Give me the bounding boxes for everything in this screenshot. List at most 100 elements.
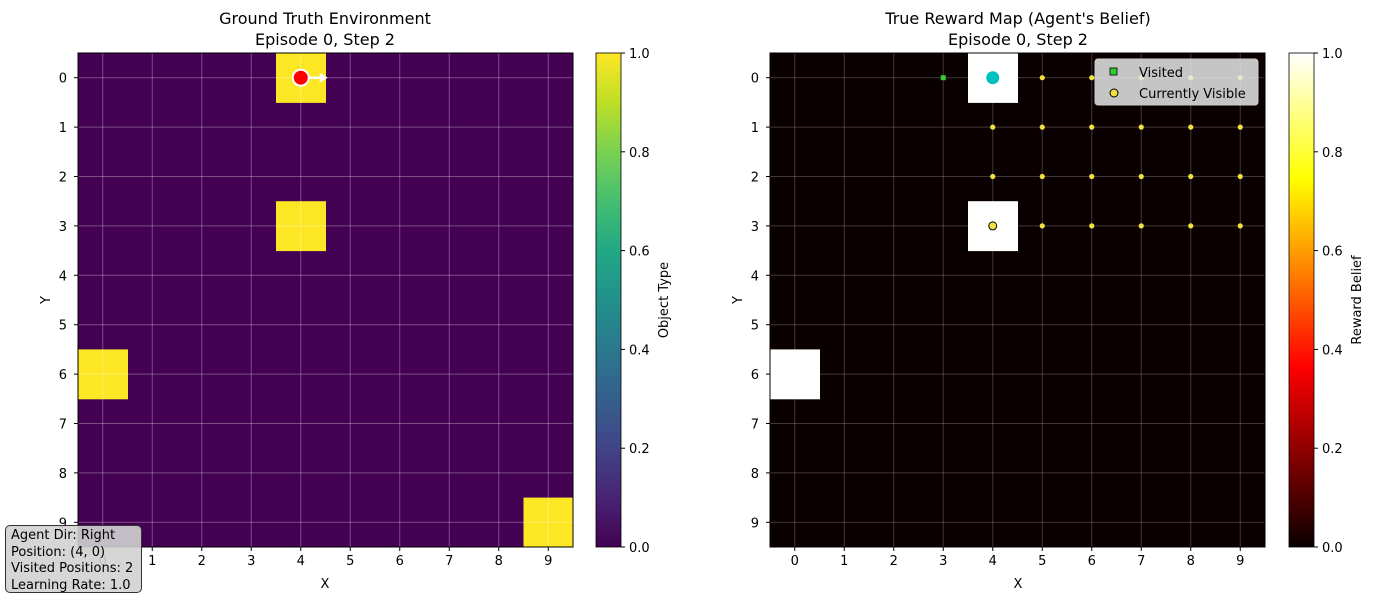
left-heatmap-background xyxy=(78,53,573,547)
left-plot: Ground Truth Environment Episode 0, Step… xyxy=(39,9,672,592)
left-cell-9-9 xyxy=(523,497,574,548)
right-visible-point-5-2 xyxy=(1039,173,1045,180)
legend-visible-label: Currently Visible xyxy=(1139,87,1246,102)
right-visible-point-8-3 xyxy=(1188,223,1194,229)
right-visited-marker-3-0 xyxy=(940,75,946,81)
right-ytick-label-5: 5 xyxy=(751,319,759,334)
right-cbtick-label-4: 0.8 xyxy=(1322,146,1343,161)
left-cbtick-label-5: 1.0 xyxy=(629,47,650,62)
right-ytick-label-3: 3 xyxy=(751,220,759,235)
left-xtick-label-5: 5 xyxy=(346,554,354,569)
left-ytick-label-3: 3 xyxy=(59,220,67,235)
left-title: Ground Truth Environment xyxy=(219,9,431,28)
left-xtick-label-7: 7 xyxy=(445,554,453,569)
left-colorbar xyxy=(595,52,622,548)
left-cell-0-6 xyxy=(78,349,128,400)
right-visible-point-9-2 xyxy=(1237,173,1243,180)
right-ytick-label-0: 0 xyxy=(751,72,759,87)
left-cbtick-label-1: 0.2 xyxy=(629,442,650,457)
right-xlabel: X xyxy=(1014,577,1023,592)
right-colorbar xyxy=(1288,52,1315,548)
right-ticks: 0 1 2 3 4 5 6 7 8 9 0 1 2 3 4 5 6 7 8 9 xyxy=(751,72,1245,569)
left-xtick-label-2: 2 xyxy=(198,554,206,569)
right-ytick-label-1: 1 xyxy=(751,121,759,136)
right-visible-point-6-2 xyxy=(1089,173,1095,180)
right-ytick-label-6: 6 xyxy=(751,368,759,383)
right-plot: True Reward Map (Agent's Belief) Episode… xyxy=(731,9,1365,592)
right-ytick-label-8: 8 xyxy=(751,467,759,482)
right-visible-point-5-0 xyxy=(1039,75,1045,81)
right-cbtick-label-1: 0.2 xyxy=(1322,442,1343,457)
legend-visible-marker xyxy=(1109,88,1119,98)
left-xtick-label-1: 1 xyxy=(148,554,156,569)
left-agent-marker xyxy=(291,68,310,87)
right-heatmap-background xyxy=(770,53,1265,547)
right-title: True Reward Map (Agent's Belief) xyxy=(884,9,1150,28)
right-subtitle: Episode 0, Step 2 xyxy=(948,30,1088,49)
right-ytick-label-9: 9 xyxy=(751,516,759,531)
left-colorbar-ticks: 0.0 0.2 0.4 0.6 0.8 1.0 xyxy=(621,47,650,556)
right-visible-point-6-1 xyxy=(1089,124,1095,130)
right-visible-point-4-3 xyxy=(988,221,998,231)
legend: Visited Currently Visible xyxy=(1094,58,1259,106)
left-cbtick-label-2: 0.4 xyxy=(629,343,650,358)
right-visible-point-7-2 xyxy=(1138,173,1144,180)
right-xtick-label-5: 5 xyxy=(1038,554,1046,569)
right-visible-point-6-0 xyxy=(1089,75,1095,81)
right-xtick-label-3: 3 xyxy=(939,554,947,569)
right-visible-point-8-2 xyxy=(1188,173,1194,180)
left-cbtick-label-3: 0.6 xyxy=(629,245,650,260)
right-xtick-label-9: 9 xyxy=(1236,554,1244,569)
right-colorbar-label: Reward Belief xyxy=(1350,255,1365,345)
right-ytick-label-2: 2 xyxy=(751,171,759,186)
left-xtick-label-4: 4 xyxy=(297,554,305,569)
left-cbtick-label-4: 0.8 xyxy=(629,146,650,161)
right-colorbar-ticks: 0.0 0.2 0.4 0.6 0.8 1.0 xyxy=(1314,47,1343,556)
info-position: Position: (4, 0) xyxy=(11,544,106,560)
left-ytick-label-0: 0 xyxy=(59,72,67,87)
left-axes-frame xyxy=(77,52,574,548)
left-ylabel: Y xyxy=(39,296,54,305)
info-learning-rate: Learning Rate: 1.0 xyxy=(11,577,131,593)
left-ytick-label-1: 1 xyxy=(59,121,67,136)
right-agent-arrow-head xyxy=(1012,74,1019,81)
right-cbtick-label-0: 0.0 xyxy=(1322,541,1343,556)
right-heatmap-cells xyxy=(770,53,1265,547)
right-cbtick-label-3: 0.6 xyxy=(1322,245,1343,260)
right-xtick-label-1: 1 xyxy=(840,554,848,569)
left-ytick-label-4: 4 xyxy=(59,269,67,284)
right-xtick-label-2: 2 xyxy=(890,554,898,569)
left-xlabel: X xyxy=(321,577,330,592)
right-visible-point-8-1 xyxy=(1188,124,1194,130)
left-markers xyxy=(291,68,328,87)
left-agent-arrow-head xyxy=(319,72,328,83)
right-visible-point-9-1 xyxy=(1237,124,1243,130)
right-visible-point-7-1 xyxy=(1138,124,1144,130)
left-xtick-label-3: 3 xyxy=(247,554,255,569)
right-cbtick-label-5: 1.0 xyxy=(1322,47,1343,62)
right-xtick-label-7: 7 xyxy=(1137,554,1145,569)
left-ytick-label-2: 2 xyxy=(59,171,67,186)
right-visible-point-5-1 xyxy=(1039,124,1045,130)
left-ytick-label-5: 5 xyxy=(59,319,67,334)
right-visible-point-7-3 xyxy=(1138,223,1144,229)
agent-info-box: Agent Dir: Right Position: (4, 0) Visite… xyxy=(5,525,142,593)
right-visible-point-4-2 xyxy=(990,173,996,180)
left-cbtick-label-0: 0.0 xyxy=(629,541,650,556)
left-ytick-label-9: 9 xyxy=(59,516,67,531)
left-ytick-label-8: 8 xyxy=(59,467,67,482)
right-ytick-label-7: 7 xyxy=(751,418,759,433)
right-cbtick-label-2: 0.4 xyxy=(1322,343,1343,358)
legend-box xyxy=(1094,58,1259,106)
left-subtitle: Episode 0, Step 2 xyxy=(255,30,395,49)
right-xtick-label-0: 0 xyxy=(791,554,799,569)
right-ytick-label-4: 4 xyxy=(751,269,759,284)
left-xtick-label-9: 9 xyxy=(544,554,552,569)
right-xtick-label-6: 6 xyxy=(1088,554,1096,569)
left-xtick-label-6: 6 xyxy=(396,554,404,569)
right-visible-point-6-3 xyxy=(1089,223,1095,229)
right-xtick-label-8: 8 xyxy=(1187,554,1195,569)
left-xtick-label-8: 8 xyxy=(495,554,503,569)
